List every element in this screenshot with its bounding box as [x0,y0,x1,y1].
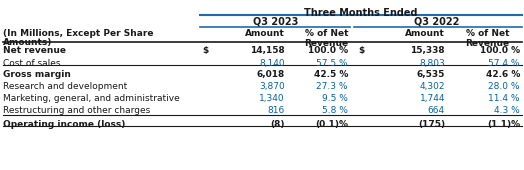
Text: Q3 2023: Q3 2023 [253,17,299,27]
Text: Restructuring and other charges: Restructuring and other charges [3,106,150,115]
Text: (0.1)%: (0.1)% [315,120,348,129]
Text: 100.0 %: 100.0 % [480,46,520,55]
Text: 4.3 %: 4.3 % [494,106,520,115]
Text: 57.5 %: 57.5 % [316,59,348,68]
Text: 9.5 %: 9.5 % [322,94,348,103]
Text: 5.8 %: 5.8 % [322,106,348,115]
Text: 11.4 %: 11.4 % [488,94,520,103]
Text: 42.5 %: 42.5 % [314,70,348,79]
Text: 1,744: 1,744 [420,94,445,103]
Text: 42.6 %: 42.6 % [486,70,520,79]
Text: 15,338: 15,338 [410,46,445,55]
Text: % of Net
Revenue: % of Net Revenue [304,29,348,48]
Text: Q3 2022: Q3 2022 [414,17,460,27]
Text: Amounts): Amounts) [3,38,52,47]
Text: Amount: Amount [245,29,285,38]
Text: (In Millions, Except Per Share: (In Millions, Except Per Share [3,29,154,38]
Text: 8,803: 8,803 [419,59,445,68]
Text: % of Net
Revenue: % of Net Revenue [465,29,509,48]
Text: 4,302: 4,302 [420,82,445,91]
Text: 6,535: 6,535 [417,70,445,79]
Text: 27.3 %: 27.3 % [316,82,348,91]
Text: Cost of sales: Cost of sales [3,59,60,68]
Text: 14,158: 14,158 [250,46,285,55]
Text: $: $ [358,46,364,55]
Text: 6,018: 6,018 [257,70,285,79]
Text: Amount: Amount [405,29,445,38]
Text: 57.4 %: 57.4 % [488,59,520,68]
Text: Marketing, general, and administrative: Marketing, general, and administrative [3,94,180,103]
Text: (8): (8) [270,120,285,129]
Text: 3,870: 3,870 [259,82,285,91]
Text: 816: 816 [268,106,285,115]
Text: 28.0 %: 28.0 % [488,82,520,91]
Text: Net revenue: Net revenue [3,46,66,55]
Text: 664: 664 [428,106,445,115]
Text: 8,140: 8,140 [259,59,285,68]
Text: (1.1)%: (1.1)% [487,120,520,129]
Text: Operating income (loss): Operating income (loss) [3,120,125,129]
Text: 100.0 %: 100.0 % [308,46,348,55]
Text: Research and development: Research and development [3,82,127,91]
Text: 1,340: 1,340 [259,94,285,103]
Text: (175): (175) [418,120,445,129]
Text: Gross margin: Gross margin [3,70,71,79]
Text: $: $ [202,46,208,55]
Text: Three Months Ended: Three Months Ended [304,8,418,18]
